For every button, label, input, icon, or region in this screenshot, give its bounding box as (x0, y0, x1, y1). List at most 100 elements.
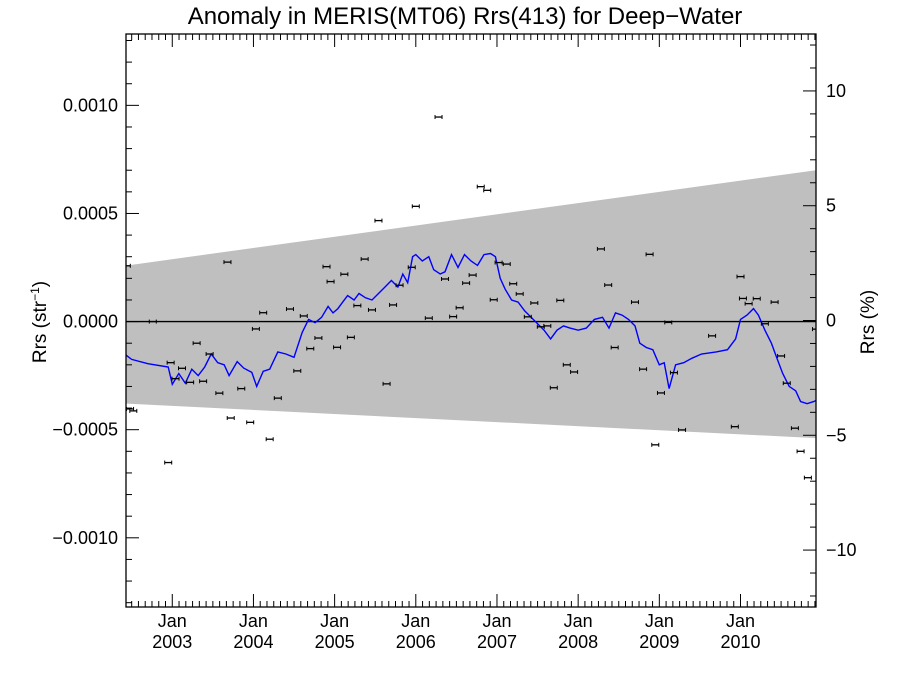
data-point (523, 314, 532, 319)
data-point (596, 246, 605, 251)
data-point (382, 381, 391, 386)
data-point (760, 321, 769, 326)
data-point (483, 188, 492, 193)
x-tick-month: Jan (158, 611, 187, 631)
data-point (738, 296, 747, 301)
data-point (346, 335, 355, 340)
data-point (449, 314, 458, 319)
confidence-band (126, 170, 816, 439)
data-point (664, 320, 673, 325)
data-point (736, 274, 745, 279)
x-tick-month: Jan (726, 611, 755, 631)
data-point (424, 316, 433, 321)
y-tick-label: −0.0010 (52, 528, 118, 548)
data-point (509, 281, 518, 286)
data-point (678, 427, 687, 432)
x-tick-year: 2006 (396, 632, 436, 652)
data-point (223, 260, 232, 265)
data-point (148, 319, 157, 324)
x-tick-month: Jan (401, 611, 430, 631)
y-axis-label-left: Rrs (str−1) (28, 281, 51, 363)
data-point (226, 416, 235, 421)
data-point (570, 369, 579, 374)
x-tick-year: 2010 (720, 632, 760, 652)
data-point (468, 273, 477, 278)
x-tick-month: Jan (320, 611, 349, 631)
data-point (610, 345, 619, 350)
svg-text:Rrs (str−1): Rrs (str−1) (28, 281, 51, 363)
data-point (708, 333, 717, 338)
data-point (556, 298, 565, 303)
data-point (322, 264, 331, 269)
data-point (669, 370, 678, 375)
y-tick-label: 0.0000 (63, 312, 118, 332)
data-point (192, 341, 201, 346)
data-point (782, 381, 791, 386)
y2-tick-label: 0 (826, 311, 836, 331)
data-point (441, 276, 450, 281)
data-point (293, 368, 302, 373)
y-tick-label: 0.0005 (63, 203, 118, 223)
data-point (562, 362, 571, 367)
data-point (604, 283, 613, 288)
x-tick-year: 2009 (639, 632, 679, 652)
x-tick-year: 2005 (315, 632, 355, 652)
x-tick-year: 2004 (233, 632, 273, 652)
data-point (306, 346, 315, 351)
data-point (215, 391, 224, 396)
x-tick-year: 2003 (152, 632, 192, 652)
data-point (744, 301, 753, 306)
x-tick-month: Jan (564, 611, 593, 631)
data-point (205, 352, 214, 357)
data-point (494, 260, 503, 265)
data-point (730, 424, 739, 429)
data-point (251, 326, 260, 331)
data-point (285, 307, 294, 312)
data-point (790, 426, 799, 431)
data-point (126, 263, 131, 268)
data-point (434, 115, 443, 120)
data-point (543, 323, 552, 328)
data-point (171, 376, 180, 381)
data-point (389, 302, 398, 307)
data-point (549, 385, 558, 390)
data-point (812, 327, 816, 332)
data-point (489, 297, 498, 302)
data-point (770, 300, 779, 305)
data-point (515, 291, 524, 296)
data-point (656, 390, 665, 395)
data-point (314, 336, 323, 341)
data-point (353, 303, 362, 308)
data-point (326, 279, 335, 284)
data-point (752, 296, 761, 301)
data-point (651, 442, 660, 447)
data-point (265, 437, 274, 442)
data-point (129, 408, 138, 413)
data-point (164, 460, 173, 465)
data-point (237, 386, 246, 391)
data-point (796, 449, 805, 454)
data-point (199, 379, 208, 384)
series-line-0 (126, 252, 816, 405)
data-point (411, 204, 420, 209)
y-tick-label: 0.0010 (63, 95, 118, 115)
data-point (299, 313, 308, 318)
y-axis-label-close: ) (30, 281, 51, 287)
data-point (407, 265, 416, 270)
data-point (476, 184, 485, 189)
data-point (455, 305, 464, 310)
data-point (462, 281, 471, 286)
x-tick-month: Jan (239, 611, 268, 631)
y-tick-label: −0.0005 (52, 420, 118, 440)
y2-axis-label: Rrs (%) (858, 290, 879, 354)
data-point (259, 310, 268, 315)
x-tick-year: 2008 (558, 632, 598, 652)
data-point (395, 283, 404, 288)
y-axis-label-text: Rrs (str (30, 300, 51, 363)
data-point (374, 218, 383, 223)
data-point (639, 367, 648, 372)
data-point (273, 396, 282, 401)
x-tick-year: 2007 (477, 632, 517, 652)
x-tick-month: Jan (482, 611, 511, 631)
